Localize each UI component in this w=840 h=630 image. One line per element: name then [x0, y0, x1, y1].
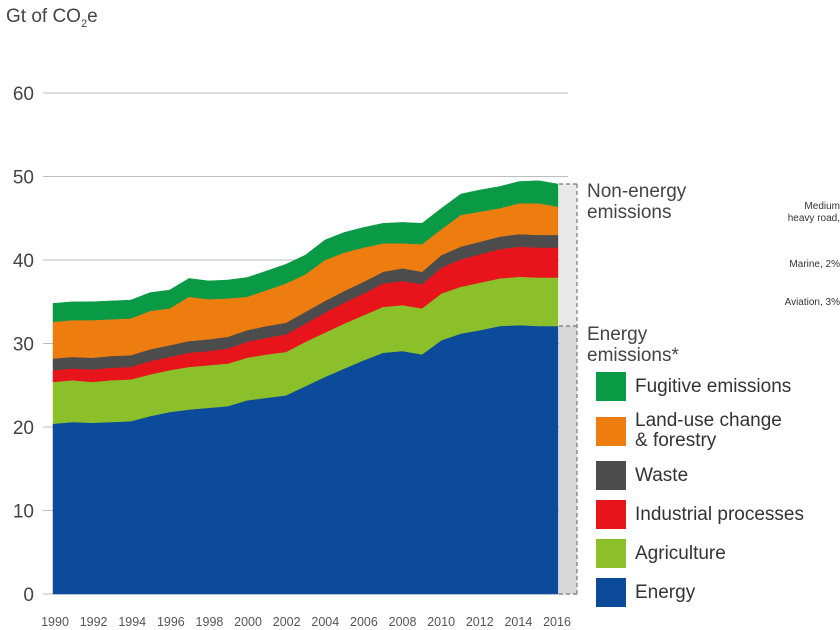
- x-tick-label-2012: 2012: [466, 615, 494, 629]
- non-energy-bracket-bar: [559, 184, 577, 326]
- legend-swatch-waste: [596, 461, 626, 490]
- legend-label-fugitive: Fugitive emissions: [635, 375, 792, 397]
- legend-label-waste: Waste: [635, 464, 689, 486]
- legend-swatch-agriculture: [596, 539, 626, 568]
- y-axis-unit-label: Gt of CO2e: [6, 6, 98, 30]
- y-tick-label-10: 10: [13, 502, 34, 523]
- legend-swatch-land-use: [596, 416, 626, 446]
- x-tick-label-2008: 2008: [389, 615, 417, 629]
- y-tick-labels: 0 10 20 30 40 50 60: [13, 84, 34, 606]
- x-tick-label-2002: 2002: [273, 615, 301, 629]
- note-medium-heavy-road: Medium heavy road,: [787, 201, 840, 224]
- legend-item-industrial: Industrial processes: [596, 500, 804, 529]
- y-tick-label-50: 50: [13, 168, 34, 189]
- y-tick-label-60: 60: [13, 84, 34, 105]
- legend-item-land-use: Land-use change & forestry: [596, 411, 804, 451]
- x-tick-label-2014: 2014: [504, 615, 532, 629]
- note-aviation: Aviation, 3%: [784, 297, 840, 308]
- legend: Fugitive emissions Land-use change & for…: [596, 372, 804, 617]
- x-tick-label-1994: 1994: [118, 615, 146, 629]
- area-layer: [52, 180, 559, 595]
- y-tick-label-40: 40: [13, 251, 34, 272]
- x-tick-label-2004: 2004: [311, 615, 339, 629]
- x-tick-label-2016: 2016: [543, 615, 571, 629]
- unit-suffix: e: [87, 6, 98, 27]
- x-tick-label-1990: 1990: [41, 615, 69, 629]
- area-fugitive-emissions: [52, 180, 559, 323]
- x-tick-label-2006: 2006: [350, 615, 378, 629]
- x-tick-label-1992: 1992: [80, 615, 108, 629]
- x-tick-label-2010: 2010: [427, 615, 455, 629]
- energy-bracket-bar: [559, 325, 577, 594]
- legend-label-agriculture: Agriculture: [635, 542, 726, 564]
- legend-item-agriculture: Agriculture: [596, 539, 804, 568]
- legend-label-industrial: Industrial processes: [635, 503, 804, 525]
- legend-swatch-industrial: [596, 500, 626, 529]
- legend-item-waste: Waste: [596, 461, 804, 490]
- legend-swatch-fugitive: [596, 372, 626, 401]
- legend-item-fugitive: Fugitive emissions: [596, 372, 804, 401]
- bracket-layer: [559, 183, 578, 595]
- legend-label-land-use: Land-use change & forestry: [635, 410, 782, 451]
- energy-emissions-label: Energy emissions*: [587, 324, 679, 366]
- unit-subscript: 2: [80, 17, 88, 30]
- non-energy-emissions-label: Non-energy emissions: [587, 181, 687, 223]
- y-tick-label-20: 20: [13, 418, 34, 439]
- x-tick-label-2000: 2000: [234, 615, 262, 629]
- legend-swatch-energy: [596, 578, 626, 607]
- legend-label-energy: Energy: [635, 581, 696, 603]
- legend-item-energy: Energy: [596, 578, 804, 607]
- x-tick-labels: 1990 1992 1994 1996 1998 2000 2002 2004 2006 2008…: [41, 615, 571, 629]
- x-tick-label-1998: 1998: [196, 615, 224, 629]
- x-tick-label-1996: 1996: [157, 615, 185, 629]
- y-tick-label-30: 30: [13, 335, 34, 356]
- unit-main: Gt of CO: [6, 6, 81, 27]
- y-tick-label-0: 0: [23, 585, 34, 606]
- note-marine: Marine, 2%: [789, 259, 840, 270]
